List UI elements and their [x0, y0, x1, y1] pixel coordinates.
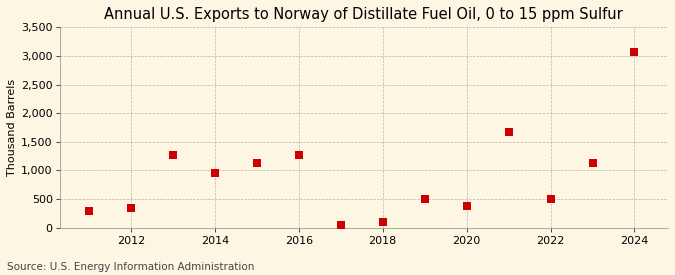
Point	[209, 171, 220, 175]
Point	[629, 50, 640, 54]
Point	[335, 223, 346, 227]
Point	[419, 197, 430, 201]
Point	[167, 153, 178, 157]
Point	[252, 161, 263, 166]
Point	[545, 197, 556, 201]
Title: Annual U.S. Exports to Norway of Distillate Fuel Oil, 0 to 15 ppm Sulfur: Annual U.S. Exports to Norway of Distill…	[105, 7, 623, 22]
Point	[504, 130, 514, 134]
Point	[294, 153, 304, 157]
Point	[377, 220, 388, 224]
Point	[126, 205, 136, 210]
Point	[587, 161, 598, 166]
Point	[461, 204, 472, 208]
Point	[84, 208, 95, 213]
Y-axis label: Thousand Barrels: Thousand Barrels	[7, 79, 17, 176]
Text: Source: U.S. Energy Information Administration: Source: U.S. Energy Information Administ…	[7, 262, 254, 272]
